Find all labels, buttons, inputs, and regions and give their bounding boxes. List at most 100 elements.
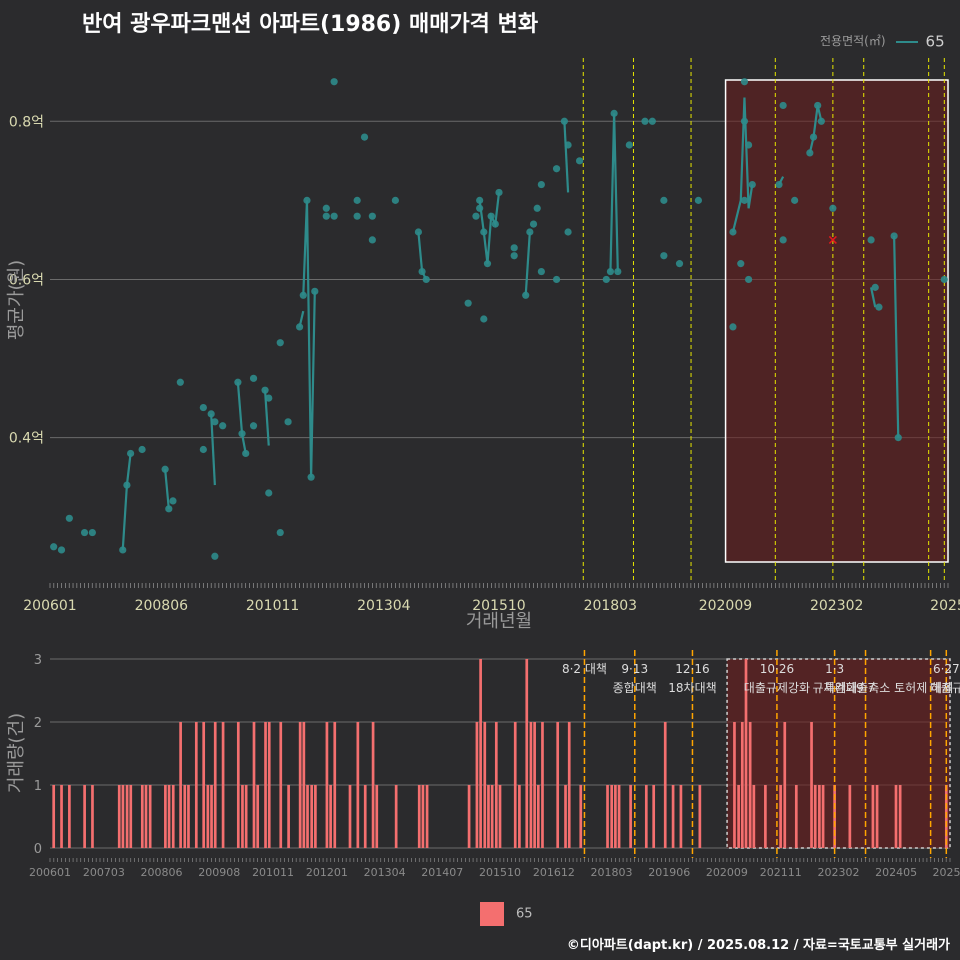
highlight-region [724,79,949,563]
price-point [779,101,787,110]
price-point [533,204,541,212]
price-point [510,244,518,252]
price-point [276,339,284,347]
price-point [330,78,338,86]
footer-credit: ©디아파트(dapt.kr) / 2025.08.12 / 자료=국토교통부 실… [566,938,950,953]
price-point [614,267,622,276]
volume-bar [421,785,425,848]
price-point [295,323,304,331]
price-point [660,196,668,204]
price-point [307,473,315,481]
volume-bar [310,785,314,848]
volume-bar [529,722,533,848]
y-tick-label: 0.8억 [9,114,44,130]
price-point [560,117,568,125]
chart-title: 반여 광우파크맨션 아파트(1986) 매매가격 변화 [82,12,539,37]
volume-bar [794,785,798,848]
price-line [164,469,170,509]
y-tick-label: 0.4억 [9,431,44,447]
volume-bar [733,722,736,848]
price-point [744,141,753,149]
bar-x-tick-label: 200703 [83,866,125,879]
price-point [737,260,745,268]
price-point [50,543,58,551]
price-point [330,212,338,220]
volume-bar [287,785,290,848]
price-point [368,236,376,244]
price-point [867,236,875,244]
price-point [526,228,534,236]
price-point [894,434,902,442]
x-tick-label: 201510 [472,598,525,614]
price-point [675,260,684,268]
event-date: 12·16 [675,662,709,676]
volume-bar [810,722,813,848]
x-tick-label: 201011 [246,598,299,614]
price-point [238,430,246,438]
x-tick-label: 200806 [135,598,189,614]
x-tick-label: 201803 [584,598,637,614]
volume-bar [171,785,175,848]
bar-y-tick-label: 2 [34,716,42,731]
price-point [537,267,545,276]
event-date: 1·3 [825,662,844,676]
volume-bar [479,659,482,848]
price-point [88,528,96,537]
volume-bar [483,722,487,848]
price-point [368,212,376,220]
volume-bar [536,785,540,848]
volume-bar [556,722,560,848]
bar-x-tick-label: 201803 [591,866,633,879]
price-point [522,291,530,299]
bar-y-tick-label: 0 [34,842,42,857]
price-point [552,275,561,284]
price-point [660,252,668,260]
volume-bar [614,785,617,848]
price-point [779,236,787,244]
volume-bar [821,785,825,848]
price-point [303,196,311,204]
legend-bottom-label: 65 [516,906,533,922]
volume-bar [698,785,702,848]
volume-bar [541,722,544,848]
volume-bar [871,785,875,848]
bar-x-tick-label: 202302 [817,866,859,879]
price-point [353,196,361,204]
price-line [236,382,247,454]
volume-bar [117,785,121,848]
volume-bar [298,722,302,848]
volume-bar [783,722,787,848]
volume-bar [494,722,498,848]
volume-bar [210,785,213,848]
price-line [302,200,316,478]
price-point [552,165,561,173]
volume-bar [752,785,756,848]
price-point [487,212,495,220]
event-date: 6·27 [933,662,960,676]
legend-label: 65 [925,32,945,51]
volume-bar [525,659,529,848]
price-point [414,228,423,236]
price-point [529,220,538,228]
bar-x-tick-label: 202405 [875,866,917,879]
volume-bar [264,722,267,848]
bar-x-tick-label: 201304 [364,866,406,879]
event-label: 규제완화 [813,681,857,695]
x-tick-label: 2025 [930,598,960,614]
bar-x-tick-label: 201201 [306,866,348,879]
volume-bar [394,785,398,848]
price-point [119,546,127,554]
price-line [808,105,823,154]
volume-bar [91,785,94,848]
volume-bar [140,785,144,848]
event-label: 대출규제강화 [744,681,810,695]
volume-bar [194,722,198,848]
price-point [537,180,545,189]
price-line [893,235,900,438]
bar-y-tick-label: 1 [34,779,42,794]
legend-top: 전용면적(㎡) 65 [820,32,945,51]
price-point [775,180,783,189]
price-point [422,275,430,284]
price-point [610,109,618,117]
